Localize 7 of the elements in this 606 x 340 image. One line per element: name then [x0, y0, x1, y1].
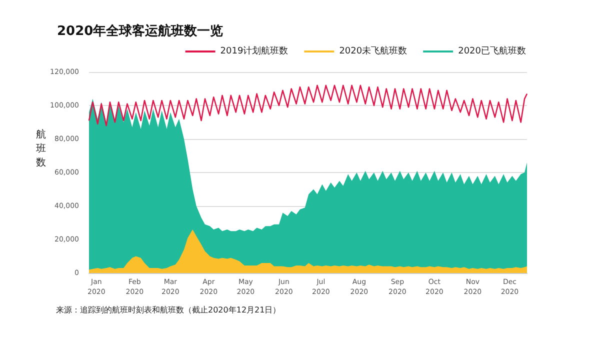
legend-label: 2020已飞航班数	[458, 46, 526, 56]
legend-label: 2020未飞航班数	[339, 46, 408, 56]
chart-title: 2020年全球客运航班数一览	[57, 23, 224, 39]
source-note: 来源：追踪到的航班时刻表和航班数（截止2020年12月21日）	[56, 306, 281, 314]
legend-label: 2019计划航班数	[220, 46, 288, 56]
y-axis-title: 航班数	[36, 128, 46, 168]
line-series	[88, 84, 528, 126]
